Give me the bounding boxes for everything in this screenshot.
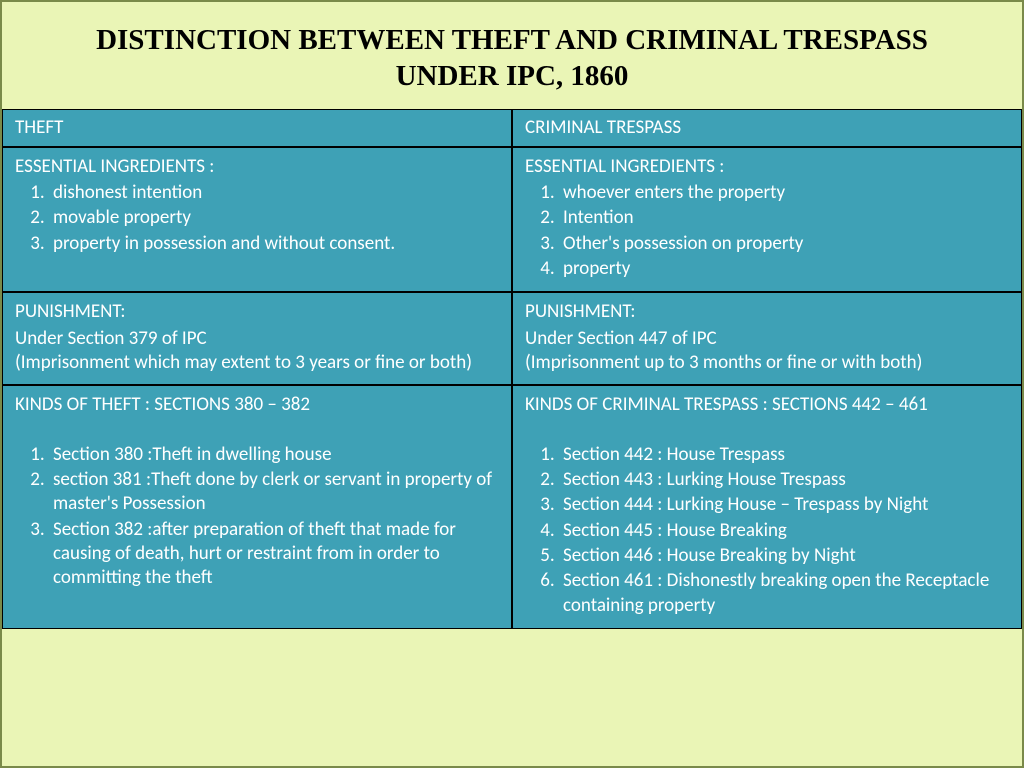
kinds-trespass-list: Section 442 : House TrespassSection 443 …: [525, 443, 1009, 618]
essential-theft-heading: ESSENTIAL INGREDIENTS :: [15, 155, 499, 179]
punishment-trespass-heading: PUNISHMENT:: [525, 300, 1009, 324]
header-criminal-trespass: CRIMINAL TRESPASS: [512, 109, 1022, 147]
list-item: section 381 :Theft done by clerk or serv…: [49, 468, 499, 517]
list-item: Section 443 : Lurking House Trespass: [559, 468, 1009, 492]
list-item: Section 461 : Dishonestly breaking open …: [559, 569, 1009, 618]
list-item: Other's possession on property: [559, 232, 1009, 256]
list-item: property in possession and without conse…: [49, 232, 499, 256]
kinds-theft: KINDS OF THEFT : SECTIONS 380 – 382 Sect…: [2, 385, 512, 629]
essential-trespass-heading: ESSENTIAL INGREDIENTS :: [525, 155, 1009, 179]
title-area: DISTINCTION BETWEEN THEFT AND CRIMINAL T…: [2, 2, 1022, 109]
punishment-theft-heading: PUNISHMENT:: [15, 300, 499, 324]
list-item: Section 445 : House Breaking: [559, 519, 1009, 543]
list-item: Section 380 :Theft in dwelling house: [49, 443, 499, 467]
essential-theft-list: dishonest intentionmovable propertyprope…: [15, 181, 499, 256]
page-title: DISTINCTION BETWEEN THEFT AND CRIMINAL T…: [42, 22, 982, 95]
list-item: whoever enters the property: [559, 181, 1009, 205]
list-item: Section 444 : Lurking House – Trespass b…: [559, 493, 1009, 517]
list-item: Section 382 :after preparation of theft …: [49, 518, 499, 591]
header-theft: THEFT: [2, 109, 512, 147]
punishment-trespass-text: Under Section 447 of IPC (Imprisonment u…: [525, 327, 1009, 376]
essential-trespass-list: whoever enters the propertyIntentionOthe…: [525, 181, 1009, 281]
kinds-trespass: KINDS OF CRIMINAL TRESPASS : SECTIONS 44…: [512, 385, 1022, 629]
kinds-theft-heading: KINDS OF THEFT : SECTIONS 380 – 382: [15, 393, 499, 417]
list-item: Intention: [559, 206, 1009, 230]
kinds-trespass-heading: KINDS OF CRIMINAL TRESPASS : SECTIONS 44…: [525, 393, 1009, 417]
list-item: Section 446 : House Breaking by Night: [559, 544, 1009, 568]
essential-theft: ESSENTIAL INGREDIENTS : dishonest intent…: [2, 147, 512, 293]
list-item: movable property: [49, 206, 499, 230]
comparison-table: THEFT CRIMINAL TRESPASS ESSENTIAL INGRED…: [2, 109, 1022, 629]
essential-trespass: ESSENTIAL INGREDIENTS : whoever enters t…: [512, 147, 1022, 293]
list-item: dishonest intention: [49, 181, 499, 205]
kinds-theft-list: Section 380 :Theft in dwelling housesect…: [15, 443, 499, 591]
list-item: Section 442 : House Trespass: [559, 443, 1009, 467]
punishment-theft: PUNISHMENT: Under Section 379 of IPC (Im…: [2, 292, 512, 385]
punishment-theft-text: Under Section 379 of IPC (Imprisonment w…: [15, 327, 499, 376]
punishment-trespass: PUNISHMENT: Under Section 447 of IPC (Im…: [512, 292, 1022, 385]
list-item: property: [559, 257, 1009, 281]
